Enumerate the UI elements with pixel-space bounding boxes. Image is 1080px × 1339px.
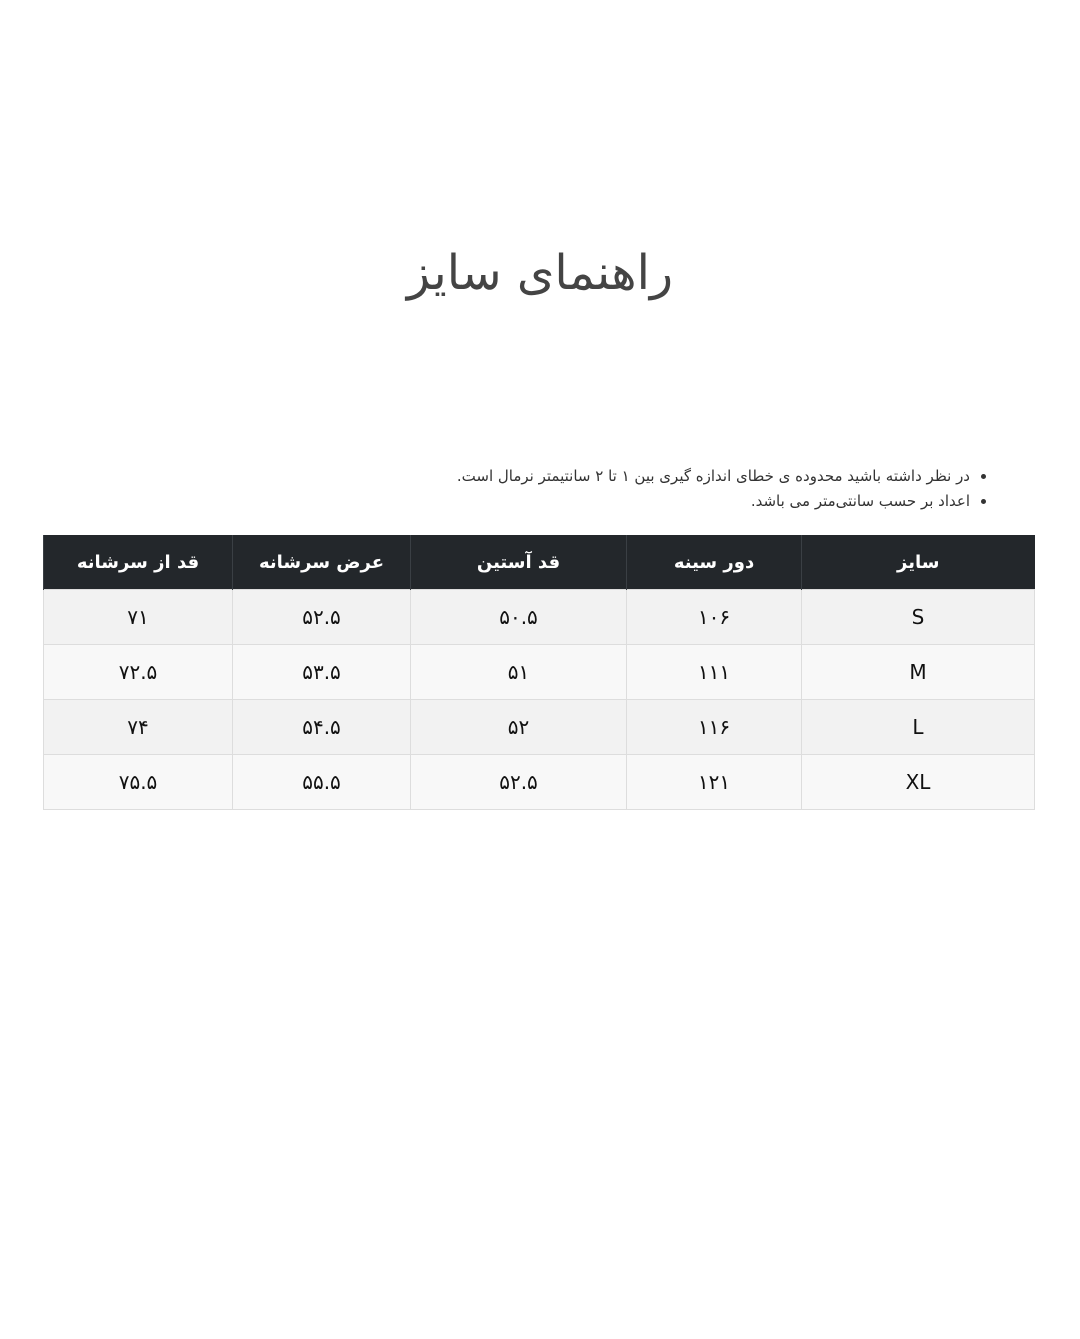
cell-sleeve: ۵۱ xyxy=(410,644,627,700)
cell-length: ۷۴ xyxy=(43,699,233,755)
cell-length: ۷۵.۵ xyxy=(43,754,233,810)
table-header-row: سایز دور سینه قد آستین عرض سرشانه قد از … xyxy=(43,535,1035,590)
cell-chest: ۱۱۱ xyxy=(626,644,802,700)
cell-length: ۷۲.۵ xyxy=(43,644,233,700)
cell-chest: ۱۲۱ xyxy=(626,754,802,810)
table-row: S ۱۰۶ ۵۰.۵ ۵۲.۵ ۷۱ xyxy=(43,589,1035,645)
header-size: سایز xyxy=(801,535,1035,590)
page-title: راهنمای سایز xyxy=(406,245,674,301)
note-item: اعداد بر حسب سانتی‌متر می باشد. xyxy=(457,489,970,514)
cell-shoulder-width: ۵۵.۵ xyxy=(232,754,411,810)
cell-chest: ۱۰۶ xyxy=(626,589,802,645)
cell-shoulder-width: ۵۳.۵ xyxy=(232,644,411,700)
table-row: M ۱۱۱ ۵۱ ۵۳.۵ ۷۲.۵ xyxy=(43,644,1035,700)
cell-length: ۷۱ xyxy=(43,589,233,645)
notes-list: در نظر داشته باشید محدوده ی خطای اندازه … xyxy=(457,464,988,514)
table-row: XL ۱۲۱ ۵۲.۵ ۵۵.۵ ۷۵.۵ xyxy=(43,754,1035,810)
header-sleeve: قد آستین xyxy=(410,535,627,590)
header-chest: دور سینه xyxy=(626,535,802,590)
note-item: در نظر داشته باشید محدوده ی خطای اندازه … xyxy=(457,464,970,489)
header-shoulder-width: عرض سرشانه xyxy=(232,535,411,590)
table-row: L ۱۱۶ ۵۲ ۵۴.۵ ۷۴ xyxy=(43,699,1035,755)
cell-sleeve: ۵۰.۵ xyxy=(410,589,627,645)
cell-shoulder-width: ۵۲.۵ xyxy=(232,589,411,645)
cell-size: L xyxy=(801,699,1035,755)
cell-size: XL xyxy=(801,754,1035,810)
cell-sleeve: ۵۲ xyxy=(410,699,627,755)
cell-shoulder-width: ۵۴.۵ xyxy=(232,699,411,755)
cell-size: S xyxy=(801,589,1035,645)
header-length: قد از سرشانه xyxy=(43,535,233,590)
cell-chest: ۱۱۶ xyxy=(626,699,802,755)
cell-size: M xyxy=(801,644,1035,700)
cell-sleeve: ۵۲.۵ xyxy=(410,754,627,810)
size-table: سایز دور سینه قد آستین عرض سرشانه قد از … xyxy=(43,535,1035,810)
